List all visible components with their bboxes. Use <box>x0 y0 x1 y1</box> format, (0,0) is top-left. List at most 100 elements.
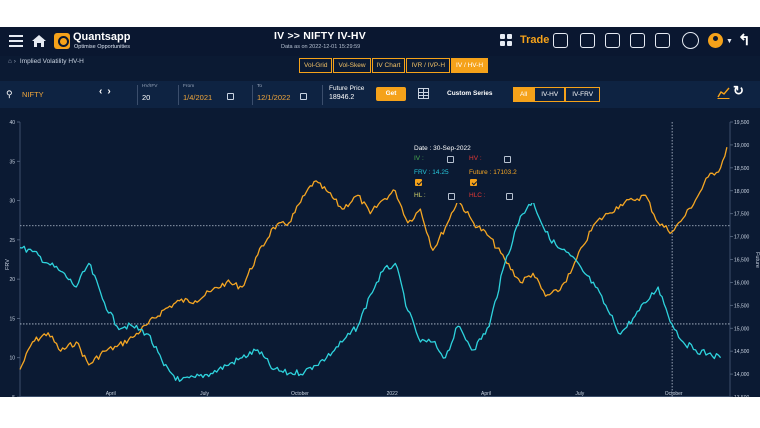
chevron-down-icon[interactable]: ▼ <box>726 38 733 45</box>
hv-label: HV/IFV <box>142 84 158 89</box>
tooltip-hl-label: HL : <box>414 192 426 199</box>
calendar-icon[interactable] <box>227 93 234 100</box>
right-tick-label: 19,000 <box>734 143 750 149</box>
video-icon[interactable] <box>630 33 645 48</box>
breadcrumb: ⌂ › Implied Volatility HV-H <box>8 58 84 65</box>
left-tick-label: 30 <box>9 199 15 205</box>
x-tick-label: April <box>481 391 491 397</box>
left-axis-label: FRV <box>5 259 11 270</box>
divider <box>178 85 179 105</box>
data-timestamp: Data as on 2022-12-01 15:29:59 <box>281 44 361 50</box>
right-tick-label: 15,500 <box>734 303 750 309</box>
series-toggle: All IV-HV IV-FRV <box>513 87 601 102</box>
chart-ticks: 40 35 30 25 20 15 10 5 19,500 19,000 18,500 18,000 1… <box>9 120 750 397</box>
search-icon[interactable]: ⚲ <box>6 89 13 99</box>
back-arrow-icon[interactable]: ↰ <box>738 32 751 49</box>
screen-icon[interactable] <box>553 33 568 48</box>
from-label: From <box>183 84 195 89</box>
tooltip-frv-label: FRV : 14.25 <box>414 169 449 176</box>
tab-vol-grid[interactable]: Vol-Grid <box>299 58 333 73</box>
top-bar: Quantsapp Optimise Opportunities IV >> N… <box>0 27 760 56</box>
right-tick-label: 17,500 <box>734 212 750 218</box>
user-avatar-icon[interactable] <box>708 33 723 48</box>
tooltip-future-label: Future : 17103.2 <box>469 169 517 176</box>
menu-icon[interactable] <box>9 35 23 47</box>
to-label: To <box>257 84 263 89</box>
series-iv-frv-button[interactable]: IV-FRV <box>565 87 601 102</box>
tooltip-frv-checkbox[interactable] <box>415 179 422 186</box>
brand-tagline: Optimise Opportunities <box>74 44 130 50</box>
breadcrumb-home-icon[interactable]: ⌂ › <box>8 58 16 65</box>
x-tick-label: July <box>200 391 209 397</box>
divider <box>137 85 138 105</box>
tooltip-hlc-checkbox[interactable] <box>506 193 513 200</box>
left-tick-label: 20 <box>9 277 15 283</box>
share-icon[interactable] <box>682 32 699 49</box>
symbol-prev-next[interactable]: ‹› <box>99 86 116 97</box>
calendar-icon[interactable] <box>300 93 307 100</box>
tooltip-hlc-label: HLC : <box>469 192 486 199</box>
chart-search-icon[interactable] <box>580 33 595 48</box>
tooltip-iv-checkbox[interactable] <box>447 156 454 163</box>
series-iv-hv-button[interactable]: IV-HV <box>534 87 566 102</box>
right-tick-label: 14,000 <box>734 372 750 378</box>
future-price-value: 18946.2 <box>329 94 355 101</box>
left-tick-label: 25 <box>9 238 15 244</box>
right-tick-label: 17,000 <box>734 235 750 241</box>
image-icon[interactable] <box>605 33 620 48</box>
tooltip-future-checkbox[interactable] <box>470 179 477 186</box>
custom-series-button[interactable]: Custom Series <box>447 90 493 97</box>
symbol-input[interactable]: NIFTY <box>22 90 44 99</box>
home-icon[interactable] <box>31 33 47 49</box>
chart-series <box>19 147 728 382</box>
right-tick-label: 19,500 <box>734 120 750 126</box>
apps-grid-icon[interactable] <box>500 34 512 46</box>
future-price-label: Future Price <box>329 85 365 92</box>
left-tick-label: 5 <box>12 395 15 397</box>
quantsapp-logo-icon[interactable] <box>54 33 70 49</box>
line-chart-icon[interactable] <box>717 87 730 99</box>
crosshair-tooltip: Date : 30-Sep-2022 IV : HV : FRV : 14.25… <box>409 143 537 203</box>
hv-input[interactable]: 20 <box>142 93 151 102</box>
to-date-input[interactable]: 12/1/2022 <box>257 93 291 102</box>
x-tick-label: October <box>665 391 683 397</box>
left-tick-label: 35 <box>9 159 15 165</box>
tooltip-hv-checkbox[interactable] <box>504 156 511 163</box>
x-tick-label: July <box>575 391 584 397</box>
tab-iv-hv-h[interactable]: IV / HV-H <box>451 58 489 73</box>
right-tick-label: 16,000 <box>734 280 750 286</box>
right-tick-label: 13,500 <box>734 395 750 397</box>
tooltip-hv-label: HV : <box>469 155 482 162</box>
tooltip-hl-checkbox[interactable] <box>448 193 455 200</box>
x-tick-label: April <box>106 391 116 397</box>
series-line-frv[interactable] <box>19 199 722 382</box>
right-tick-label: 18,500 <box>734 166 750 172</box>
iv-hv-chart[interactable]: 40 35 30 25 20 15 10 5 19,500 19,000 18,500 18,000 1… <box>0 112 760 397</box>
tooltip-date: Date : 30-Sep-2022 <box>414 145 471 152</box>
right-tick-label: 18,000 <box>734 189 750 195</box>
from-date-input[interactable]: 1/4/2021 <box>183 93 213 102</box>
tab-ivr-ivp-h[interactable]: IVR / IVP-H <box>406 58 451 73</box>
refresh-icon[interactable]: ↻ <box>733 83 744 98</box>
series-line-future[interactable] <box>19 147 728 370</box>
get-button[interactable]: Get <box>376 87 406 101</box>
right-axis-label: Future <box>754 252 760 268</box>
right-tick-label: 14,500 <box>734 349 750 355</box>
series-all-button[interactable]: All <box>513 87 535 102</box>
brand-name: Quantsapp <box>73 31 131 43</box>
gift-icon[interactable] <box>655 33 670 48</box>
divider <box>252 85 253 105</box>
chart-axes <box>19 122 731 397</box>
right-tick-label: 16,500 <box>734 258 750 264</box>
page-title: IV >> NIFTY IV-HV <box>274 30 366 42</box>
x-tick-label: 2022 <box>387 391 398 397</box>
view-tabs: Vol-Grid Vol-Skew IV Chart IVR / IVP-H I… <box>299 58 489 73</box>
app-window: Quantsapp Optimise Opportunities IV >> N… <box>0 27 760 397</box>
table-icon[interactable] <box>418 88 429 99</box>
x-tick-label: October <box>291 391 309 397</box>
right-tick-label: 15,000 <box>734 326 750 332</box>
tab-vol-skew[interactable]: Vol-Skew <box>333 58 371 73</box>
tab-iv-chart[interactable]: IV Chart <box>371 58 406 73</box>
trade-button[interactable]: Trade <box>520 34 550 46</box>
tooltip-iv-label: IV : <box>414 155 424 162</box>
